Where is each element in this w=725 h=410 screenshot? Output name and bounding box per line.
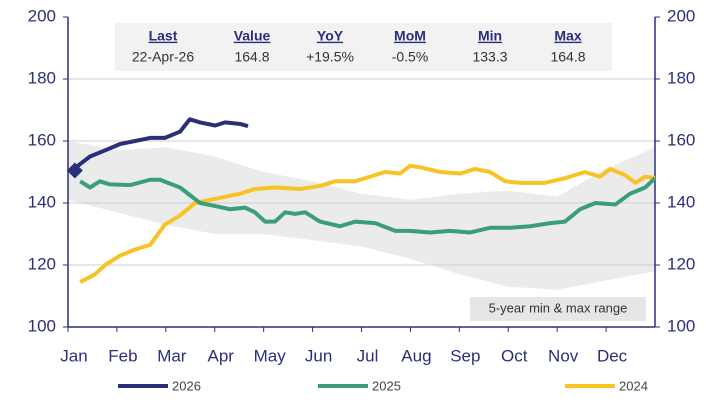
table-value: -0.5% <box>392 49 429 65</box>
x-tick-label: Sep <box>450 346 480 365</box>
y-tick-label: 120 <box>28 254 56 273</box>
y2-tick-label: 100 <box>667 316 695 335</box>
y2-tick-label: 160 <box>667 130 695 149</box>
x-tick-label: May <box>254 346 287 365</box>
series-line <box>79 176 657 235</box>
x-tick-label: Dec <box>597 346 628 365</box>
table-value: 164.8 <box>550 49 585 65</box>
stats-table-bg <box>115 23 612 71</box>
x-tick-label: Jan <box>60 346 87 365</box>
series-line <box>73 117 249 172</box>
table-header: YoY <box>317 28 344 44</box>
x-tick-label: Apr <box>208 346 235 365</box>
x-tick-label: Nov <box>548 346 579 365</box>
table-header: Last <box>149 28 178 44</box>
y-tick-label: 100 <box>28 316 56 335</box>
x-tick-label: Jun <box>305 346 332 365</box>
legend-label: 2024 <box>619 378 648 393</box>
x-tick-label: Jul <box>357 346 379 365</box>
table-header: MoM <box>394 28 426 44</box>
legend-label: 2025 <box>372 378 401 393</box>
y2-tick-label: 180 <box>667 68 695 87</box>
range-band <box>68 141 655 290</box>
x-tick-label: Aug <box>401 346 431 365</box>
x-tick-label: Feb <box>108 346 137 365</box>
range-label: 5-year min & max range <box>489 300 628 315</box>
table-value: 164.8 <box>234 49 269 65</box>
table-value: 133.3 <box>472 49 507 65</box>
table-header: Value <box>234 28 271 44</box>
y-tick-label: 140 <box>28 192 56 211</box>
y-tick-label: 180 <box>28 68 56 87</box>
series-line <box>79 163 656 284</box>
start-marker <box>66 162 83 179</box>
y2-tick-label: 120 <box>667 254 695 273</box>
y-tick-label: 200 <box>28 6 56 25</box>
range-label-box <box>470 297 646 321</box>
x-tick-label: Mar <box>157 346 187 365</box>
y2-tick-label: 140 <box>667 192 695 211</box>
table-value: +19.5% <box>306 49 354 65</box>
legend-label: 2026 <box>172 378 201 393</box>
table-header: Min <box>478 28 502 44</box>
y-tick-label: 160 <box>28 130 56 149</box>
table-header: Max <box>554 28 581 44</box>
table-value: 22-Apr-26 <box>132 49 194 65</box>
y2-tick-label: 200 <box>667 6 695 25</box>
x-tick-label: Oct <box>501 346 528 365</box>
